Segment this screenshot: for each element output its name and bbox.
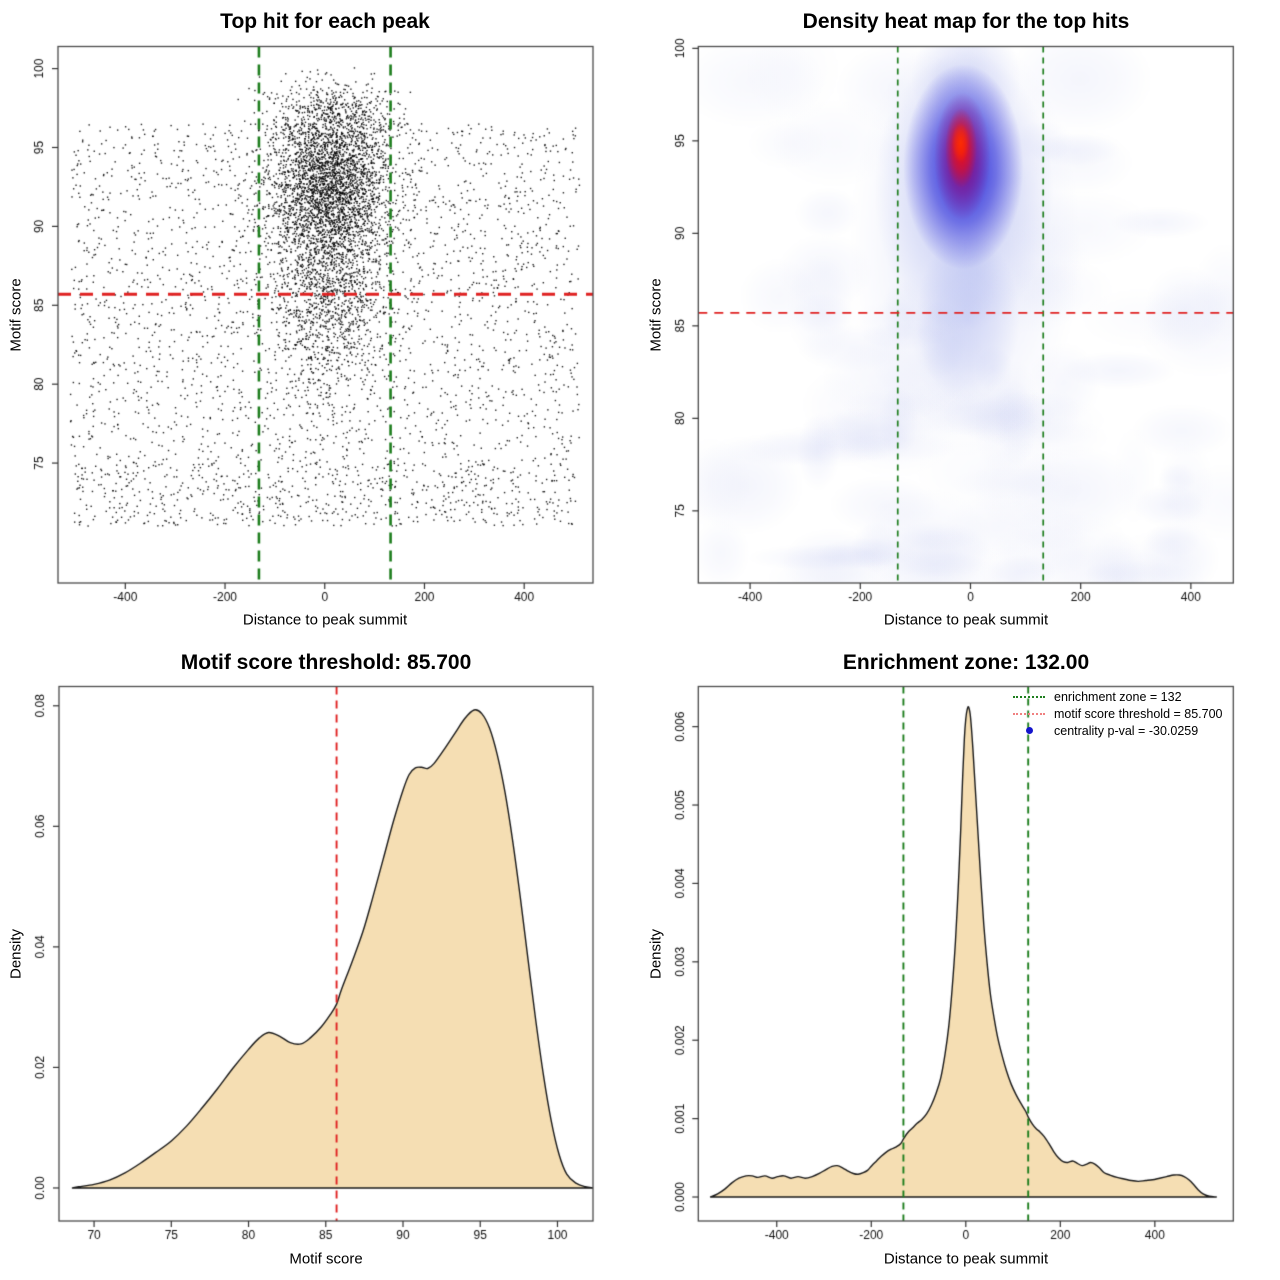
plot-page: { "colors": { "red_dashed": "#e02222", "… xyxy=(0,0,1280,1280)
plots-canvas xyxy=(0,0,1280,1280)
